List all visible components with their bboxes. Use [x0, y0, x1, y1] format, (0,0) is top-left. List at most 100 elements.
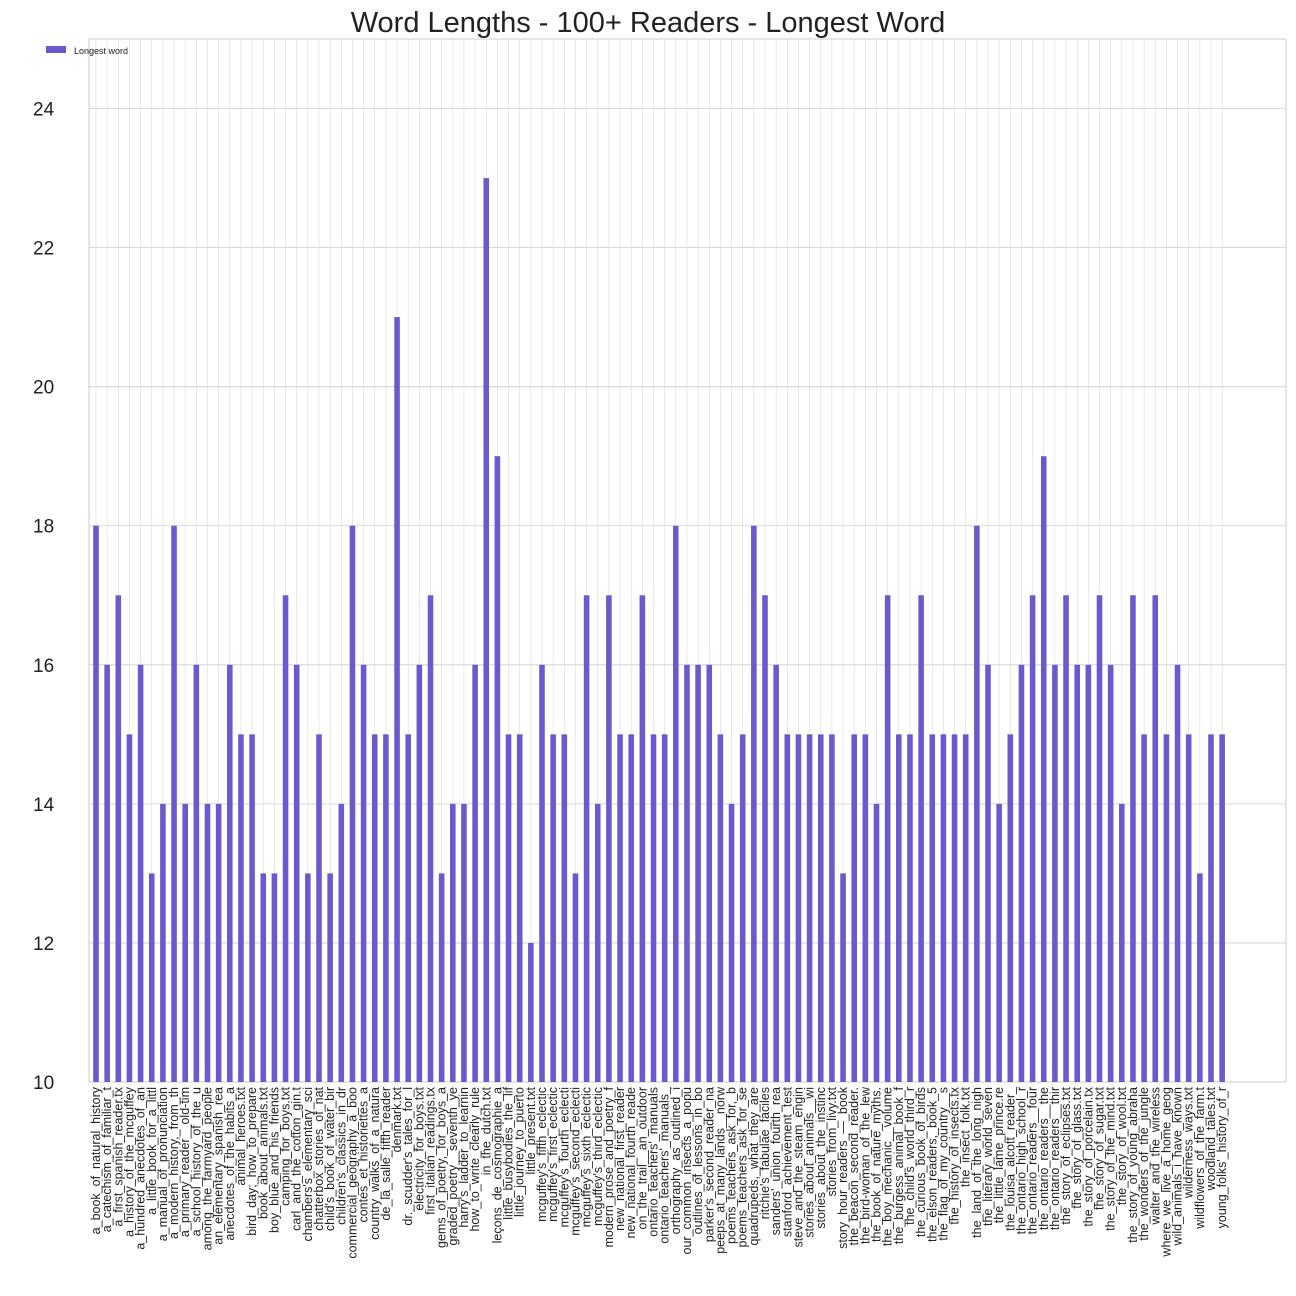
- bar: [483, 178, 490, 1083]
- bar: [349, 525, 356, 1082]
- bar: [1208, 734, 1214, 1082]
- y-tick-label: 24: [33, 100, 55, 121]
- bar: [238, 734, 244, 1082]
- bar: [1197, 873, 1203, 1082]
- bar: [639, 595, 646, 1082]
- x-tick-label: on_the_trail__an_outdoor: [635, 1087, 649, 1229]
- y-tick-label: 12: [33, 934, 54, 955]
- bar: [617, 734, 623, 1082]
- bar: [171, 525, 177, 1082]
- x-tick-label: story_hour_readers_—_book: [836, 1086, 850, 1249]
- x-tick-label: harry's_ladder_to_learnin: [457, 1087, 471, 1228]
- bar: [327, 873, 333, 1082]
- x-tick-label: the_insect_folk.txt: [959, 1086, 973, 1187]
- bar: [450, 803, 456, 1082]
- x-tick-label: quadrupeds,_what_they_are: [747, 1087, 761, 1246]
- bar: [918, 595, 924, 1082]
- chart-title: Word Lengths - 100+ Readers - Longest Wo…: [351, 7, 946, 39]
- bar: [940, 734, 947, 1082]
- bar: [405, 734, 411, 1082]
- x-tick-label: the_child's_world_third_r: [903, 1087, 917, 1225]
- bar: [182, 803, 188, 1082]
- legend-swatch: [46, 46, 66, 53]
- bar: [260, 873, 267, 1082]
- x-tick-label: chambers's_elementary_sci: [301, 1087, 315, 1242]
- x-tick-label: anecdotes_of_the_habits_a: [223, 1087, 237, 1241]
- bar: [1174, 664, 1181, 1082]
- x-tick-label: steve_and_the_steam_engin: [791, 1087, 805, 1248]
- bar: [1063, 595, 1069, 1082]
- bar: [673, 525, 679, 1082]
- bar: [817, 734, 824, 1082]
- x-tick-label: mcguffey's_first_eclectic: [546, 1087, 560, 1222]
- x-tick-label: our_common_insects_a_popu: [680, 1087, 694, 1255]
- bar: [1130, 595, 1136, 1082]
- bar: [550, 734, 556, 1082]
- bar: [1018, 664, 1025, 1082]
- bar: [394, 317, 400, 1083]
- x-tick-label: the_curious_book_of_birds: [914, 1087, 928, 1237]
- bar: [884, 595, 891, 1082]
- bar: [148, 873, 155, 1082]
- bar: [1185, 734, 1192, 1082]
- bar: [661, 734, 668, 1082]
- bar: [93, 525, 99, 1082]
- bar: [628, 734, 634, 1082]
- x-tick-label: a_history_of_the_mcguffey: [122, 1086, 136, 1237]
- x-tick-label: a_manual_of_pronunciation: [156, 1087, 170, 1241]
- bar: [717, 734, 724, 1082]
- x-tick-label: first_italian_readings.tx: [424, 1086, 438, 1215]
- bar: [137, 664, 144, 1082]
- x-tick-label: new_national_fourth_reade: [624, 1087, 638, 1239]
- x-tick-label: camping_for_boys.txt: [279, 1086, 293, 1205]
- x-tick-label: a_little_book_for_a_littl: [145, 1087, 159, 1215]
- bar: [695, 664, 701, 1082]
- x-tick-label: country_walks_of_a_natura: [368, 1087, 382, 1240]
- bar: [594, 803, 601, 1082]
- x-tick-label: in_the_dutch.txt: [479, 1086, 493, 1175]
- bar: [1074, 664, 1080, 1082]
- x-tick-label: the_ontario_readers__four: [1026, 1087, 1040, 1234]
- bar: [126, 734, 133, 1082]
- x-tick-label: commercial_geography_a_boo: [345, 1087, 359, 1259]
- bar: [806, 734, 813, 1082]
- bar: [762, 595, 768, 1082]
- bar: [193, 664, 200, 1082]
- y-axis-ticks: 10 12 14 16 18 20 22 24: [33, 100, 55, 1094]
- x-axis-ticks: a_book_of_natural_historya_catechism_of_…: [89, 1086, 1229, 1259]
- x-tick-label: the_bird-woman_of_the_lew: [858, 1086, 872, 1244]
- bar: [1096, 595, 1103, 1082]
- x-tick-label: a_modern_history,_from_th: [167, 1087, 181, 1239]
- bar: [271, 873, 278, 1082]
- bar: [1029, 595, 1036, 1082]
- bar: [383, 734, 389, 1082]
- y-tick-label: 14: [33, 795, 55, 816]
- x-tick-label: mcguffey's_third_eclectic: [591, 1087, 605, 1226]
- x-tick-label: among_the_farmyard_people: [201, 1087, 215, 1250]
- x-tick-label: the_burgess_animal_book_f: [892, 1086, 906, 1244]
- bar: [227, 664, 233, 1082]
- x-tick-label: de_la_salle_fifth_reader: [379, 1087, 393, 1220]
- x-tick-label: electricity_for_boys.txt: [412, 1086, 426, 1210]
- bar: [472, 664, 478, 1082]
- x-tick-label: outlines_of_lessons_in_bo: [691, 1087, 705, 1234]
- y-tick-label: 10: [33, 1073, 54, 1094]
- bar: [739, 734, 746, 1082]
- bar: [773, 664, 779, 1082]
- x-tick-label: bird_day;_how_to_prepare: [245, 1087, 259, 1236]
- bar: [1219, 734, 1225, 1082]
- x-tick-label: the_book_of_nature_myths.: [870, 1087, 884, 1242]
- x-tick-label: the_elson_readers,_book_5: [925, 1087, 939, 1242]
- x-tick-label: stories_from_livy.txt: [825, 1086, 839, 1196]
- x-tick-label: mcguffey's_fifth_eclectic: [535, 1087, 549, 1222]
- bar: [840, 873, 846, 1082]
- bar: [505, 734, 512, 1082]
- x-tick-label: the_ontario_high_school_r: [1014, 1087, 1028, 1234]
- x-tick-label: stories_about_the_instinc: [814, 1087, 828, 1229]
- x-tick-label: the_story_of_young_abraha: [1126, 1087, 1140, 1243]
- x-tick-label: the_boy_mechanic__volume: [881, 1087, 895, 1246]
- x-tick-label: the_story_of_sugar.txt: [1093, 1086, 1107, 1210]
- x-tick-label: orthography_as_outlined_i: [669, 1087, 683, 1234]
- x-tick-label: poems_teachers_ask_for,_b: [725, 1087, 739, 1244]
